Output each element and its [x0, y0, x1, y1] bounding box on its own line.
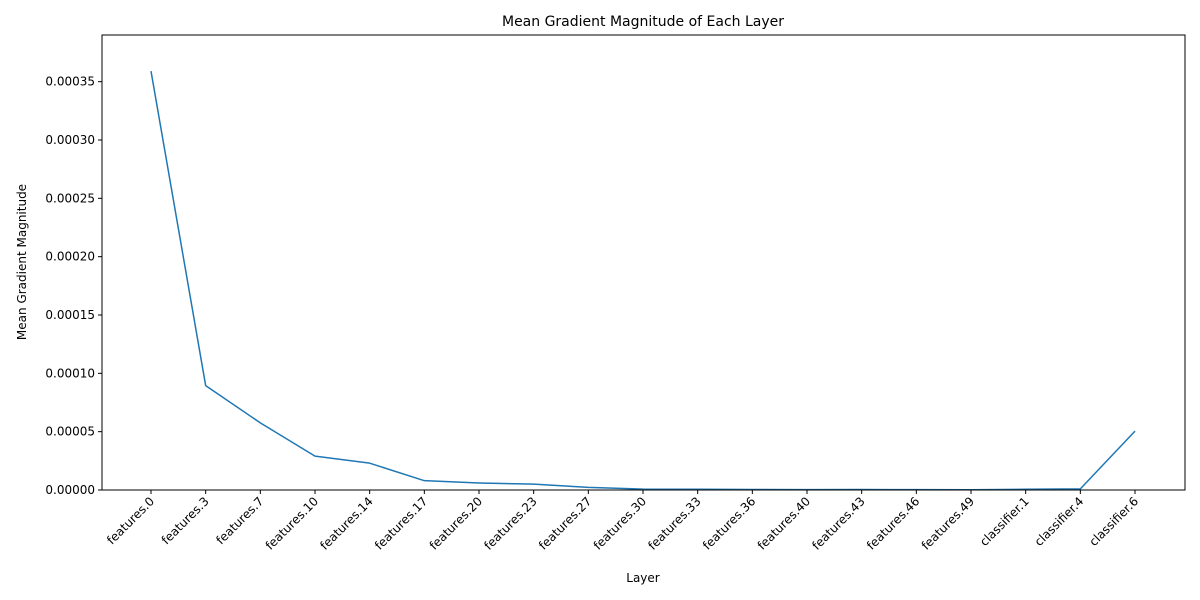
x-tick-label: features.0: [104, 494, 157, 547]
x-axis-label: Layer: [626, 571, 660, 585]
x-tick-label: classifier.6: [1086, 494, 1141, 549]
x-tick-label: features.23: [481, 494, 539, 552]
x-tick-label: features.30: [591, 494, 649, 552]
x-tick-label: features.49: [919, 494, 977, 552]
x-tick-label: features.46: [864, 494, 922, 552]
x-tick-label: features.27: [536, 494, 594, 552]
x-tick-label: features.40: [755, 494, 813, 552]
plot-area: 0.00000 0.00005 0.00010 0.00015 0.00020 0.000…: [45, 34, 1186, 553]
y-tick-label: 0.00030: [45, 133, 95, 147]
x-tick-label: features.43: [809, 494, 867, 552]
y-tick-label: 0.00015: [45, 308, 95, 322]
series-line-0: [150, 71, 1136, 491]
x-tick-label: classifier.1: [977, 494, 1032, 549]
x-tick-label: features.3: [159, 494, 212, 547]
x-tick-label: features.36: [700, 494, 758, 552]
y-tick-label: 0.00010: [45, 366, 95, 380]
x-tick-label: features.7: [213, 494, 266, 547]
x-tick-label: features.10: [263, 494, 321, 552]
y-tick-label: 0.00025: [45, 191, 95, 205]
x-tick-label: features.20: [427, 494, 485, 552]
x-tick-label: classifier.4: [1032, 494, 1087, 549]
plot-frame: [101, 34, 1186, 491]
chart-title: Mean Gradient Magnitude of Each Layer: [502, 14, 784, 30]
y-tick-label: 0.00000: [45, 483, 95, 497]
y-tick-label: 0.00035: [45, 75, 95, 89]
y-axis-label: Mean Gradient Magnitude: [15, 184, 29, 340]
x-tick-label: features.17: [372, 494, 430, 552]
x-tick-label: features.14: [317, 494, 375, 552]
y-tick-label: 0.00020: [45, 250, 95, 264]
x-tick-label: features.33: [645, 494, 703, 552]
y-tick-label: 0.00005: [45, 425, 95, 439]
